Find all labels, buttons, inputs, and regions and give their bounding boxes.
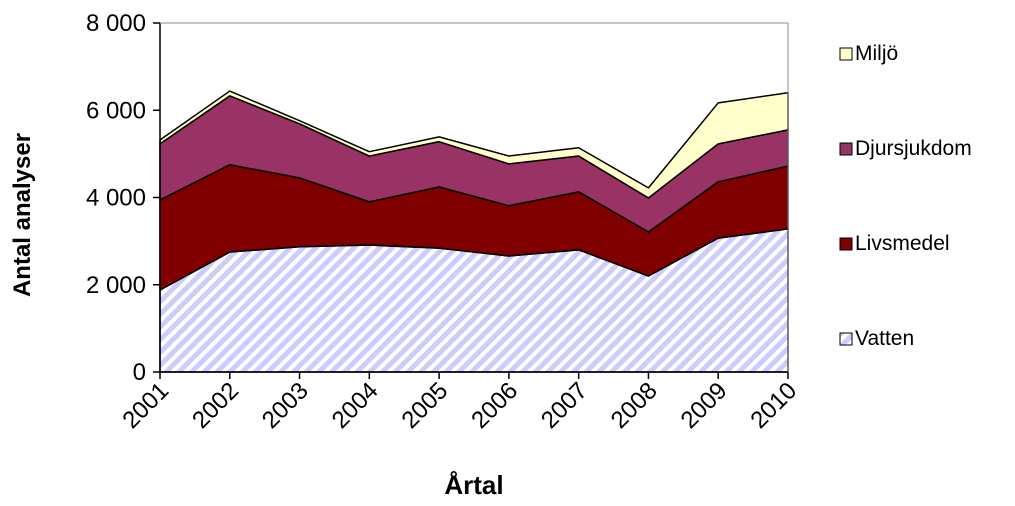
y-tick-label: 2 000 <box>86 272 146 299</box>
x-tick-label: 2007 <box>536 377 593 434</box>
x-tick-label: 2010 <box>745 377 802 434</box>
y-tick-label: 6 000 <box>86 97 146 124</box>
x-tick-label: 2004 <box>327 377 384 434</box>
legend-label: Vatten <box>855 327 914 350</box>
legend-swatch <box>839 142 853 156</box>
legend-label: Djursjukdom <box>855 137 972 160</box>
y-tick-label: 8 000 <box>86 10 146 37</box>
y-tick-label: 0 <box>133 359 146 386</box>
y-tick-label: 4 000 <box>86 185 146 212</box>
x-tick-label: 2001 <box>117 377 174 434</box>
x-tick-label: 2008 <box>606 377 663 434</box>
legend-label: Miljö <box>855 42 898 65</box>
x-tick-label: 2002 <box>187 377 244 434</box>
x-axis-title: Årtal <box>444 470 503 500</box>
x-tick-label: 2005 <box>397 377 454 434</box>
x-tick-label: 2009 <box>676 377 733 434</box>
legend-swatch <box>839 47 853 61</box>
x-tick-label: 2003 <box>257 377 314 434</box>
y-axis-title: Antal analyser <box>9 133 36 297</box>
legend-label: Livsmedel <box>855 232 950 255</box>
x-tick-label: 2006 <box>466 377 523 434</box>
legend-swatch <box>839 332 853 346</box>
legend-swatch <box>839 237 853 251</box>
